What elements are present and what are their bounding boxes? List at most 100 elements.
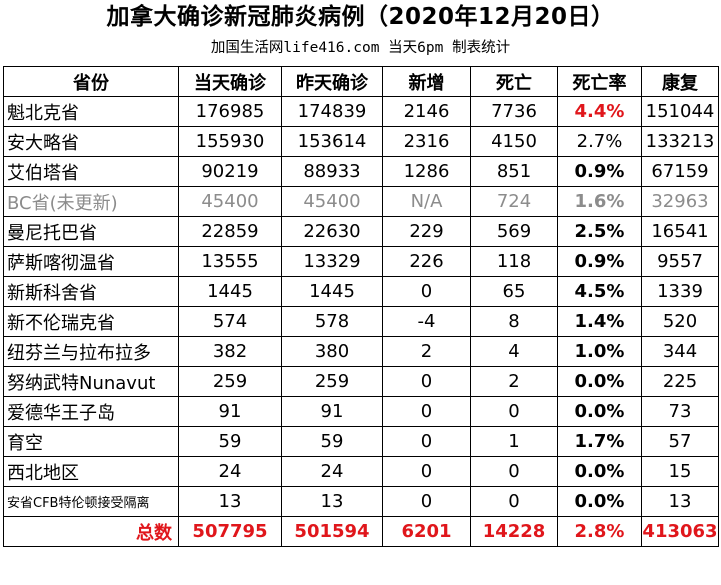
table-row: 育空 59 59 0 1 1.7% 57 xyxy=(3,426,719,457)
today-confirmed-cell: 13555 xyxy=(178,246,282,277)
death-rate-cell: 1.0% xyxy=(557,336,642,367)
today-confirmed-cell: 259 xyxy=(178,366,282,397)
page-subtitle: 加国生活网life416.com 当天6pm 制表统计 xyxy=(210,40,511,56)
covid-stats-table: 省份 当天确诊 昨天确诊 新增 死亡 死亡率 康复 魁北克省 176985 17… xyxy=(3,66,719,547)
table-row: 西北地区 24 24 0 0 0.0% 15 xyxy=(3,456,719,487)
new-cases-cell: 0 xyxy=(382,486,471,517)
province-cell: 魁北克省 xyxy=(3,96,179,127)
deaths-cell: 851 xyxy=(470,156,558,187)
recovered-cell: 73 xyxy=(641,396,719,427)
new-cases-cell: N/A xyxy=(382,186,471,217)
province-cell: 爱德华王子岛 xyxy=(3,396,179,427)
total-new-cases: 6201 xyxy=(382,516,471,547)
total-today-confirmed: 507795 xyxy=(178,516,282,547)
today-confirmed-cell: 176985 xyxy=(178,96,282,127)
total-recovered: 413063 xyxy=(641,516,719,547)
header-recovered: 康复 xyxy=(641,66,719,97)
province-cell: 艾伯塔省 xyxy=(3,156,179,187)
yesterday-confirmed-cell: 578 xyxy=(281,306,383,337)
today-confirmed-cell: 22859 xyxy=(178,216,282,247)
death-rate-cell: 1.6% xyxy=(557,186,642,217)
total-yesterday-confirmed: 501594 xyxy=(281,516,383,547)
recovered-cell: 225 xyxy=(641,366,719,397)
table-row: 安省CFB特伦顿接受隔离 13 13 0 0 0.0% 13 xyxy=(3,486,719,517)
new-cases-cell: 229 xyxy=(382,216,471,247)
header-province: 省份 xyxy=(3,66,179,97)
recovered-cell: 520 xyxy=(641,306,719,337)
deaths-cell: 569 xyxy=(470,216,558,247)
recovered-cell: 15 xyxy=(641,456,719,487)
table-row: 新不伦瑞克省 574 578 -4 8 1.4% 520 xyxy=(3,306,719,337)
new-cases-cell: 0 xyxy=(382,366,471,397)
yesterday-confirmed-cell: 13 xyxy=(281,486,383,517)
province-cell: 曼尼托巴省 xyxy=(3,216,179,247)
total-row: 总数 507795 501594 6201 14228 2.8% 413063 xyxy=(3,516,719,547)
deaths-cell: 4150 xyxy=(470,126,558,157)
yesterday-confirmed-cell: 88933 xyxy=(281,156,383,187)
new-cases-cell: 0 xyxy=(382,276,471,307)
page-title: 加拿大确诊新冠肺炎病例（2020年12月20日） xyxy=(106,4,615,30)
recovered-cell: 67159 xyxy=(641,156,719,187)
deaths-cell: 7736 xyxy=(470,96,558,127)
today-confirmed-cell: 574 xyxy=(178,306,282,337)
deaths-cell: 118 xyxy=(470,246,558,277)
province-cell: BC省(未更新) xyxy=(3,186,179,217)
table-row: 艾伯塔省 90219 88933 1286 851 0.9% 67159 xyxy=(3,156,719,187)
header-new: 新增 xyxy=(382,66,471,97)
header-death-rate: 死亡率 xyxy=(557,66,642,97)
table-row: 曼尼托巴省 22859 22630 229 569 2.5% 16541 xyxy=(3,216,719,247)
table-row: 纽芬兰与拉布拉多 382 380 2 4 1.0% 344 xyxy=(3,336,719,367)
new-cases-cell: 0 xyxy=(382,396,471,427)
yesterday-confirmed-cell: 45400 xyxy=(281,186,383,217)
table-row: 萨斯喀彻温省 13555 13329 226 118 0.9% 9557 xyxy=(3,246,719,277)
recovered-cell: 13 xyxy=(641,486,719,517)
recovered-cell: 344 xyxy=(641,336,719,367)
new-cases-cell: 226 xyxy=(382,246,471,277)
new-cases-cell: -4 xyxy=(382,306,471,337)
deaths-cell: 1 xyxy=(470,426,558,457)
yesterday-confirmed-cell: 174839 xyxy=(281,96,383,127)
today-confirmed-cell: 90219 xyxy=(178,156,282,187)
today-confirmed-cell: 24 xyxy=(178,456,282,487)
new-cases-cell: 2146 xyxy=(382,96,471,127)
recovered-cell: 16541 xyxy=(641,216,719,247)
province-cell: 安大略省 xyxy=(3,126,179,157)
table-row: 爱德华王子岛 91 91 0 0 0.0% 73 xyxy=(3,396,719,427)
death-rate-cell: 0.0% xyxy=(557,486,642,517)
yesterday-confirmed-cell: 91 xyxy=(281,396,383,427)
table-row: 努纳武特Nunavut 259 259 0 2 0.0% 225 xyxy=(3,366,719,397)
deaths-cell: 0 xyxy=(470,486,558,517)
total-deaths: 14228 xyxy=(470,516,558,547)
death-rate-cell: 0.0% xyxy=(557,456,642,487)
death-rate-cell: 4.4% xyxy=(557,96,642,127)
death-rate-cell: 0.0% xyxy=(557,396,642,427)
death-rate-cell: 2.5% xyxy=(557,216,642,247)
death-rate-cell: 4.5% xyxy=(557,276,642,307)
header-today-confirmed: 当天确诊 xyxy=(178,66,282,97)
yesterday-confirmed-cell: 380 xyxy=(281,336,383,367)
today-confirmed-cell: 382 xyxy=(178,336,282,367)
province-cell: 新斯科舍省 xyxy=(3,276,179,307)
header-yesterday-confirmed: 昨天确诊 xyxy=(281,66,383,97)
recovered-cell: 1339 xyxy=(641,276,719,307)
recovered-cell: 151044 xyxy=(641,96,719,127)
province-cell: 西北地区 xyxy=(3,456,179,487)
new-cases-cell: 0 xyxy=(382,456,471,487)
deaths-cell: 0 xyxy=(470,456,558,487)
province-cell: 新不伦瑞克省 xyxy=(3,306,179,337)
today-confirmed-cell: 91 xyxy=(178,396,282,427)
recovered-cell: 57 xyxy=(641,426,719,457)
today-confirmed-cell: 59 xyxy=(178,426,282,457)
death-rate-cell: 2.7% xyxy=(557,126,642,157)
deaths-cell: 65 xyxy=(470,276,558,307)
yesterday-confirmed-cell: 13329 xyxy=(281,246,383,277)
death-rate-cell: 1.4% xyxy=(557,306,642,337)
table-row: 安大略省 155930 153614 2316 4150 2.7% 133213 xyxy=(3,126,719,157)
province-cell: 努纳武特Nunavut xyxy=(3,366,179,397)
table-row: BC省(未更新) 45400 45400 N/A 724 1.6% 32963 xyxy=(3,186,719,217)
today-confirmed-cell: 1445 xyxy=(178,276,282,307)
deaths-cell: 8 xyxy=(470,306,558,337)
header-deaths: 死亡 xyxy=(470,66,558,97)
province-cell: 纽芬兰与拉布拉多 xyxy=(3,336,179,367)
today-confirmed-cell: 13 xyxy=(178,486,282,517)
